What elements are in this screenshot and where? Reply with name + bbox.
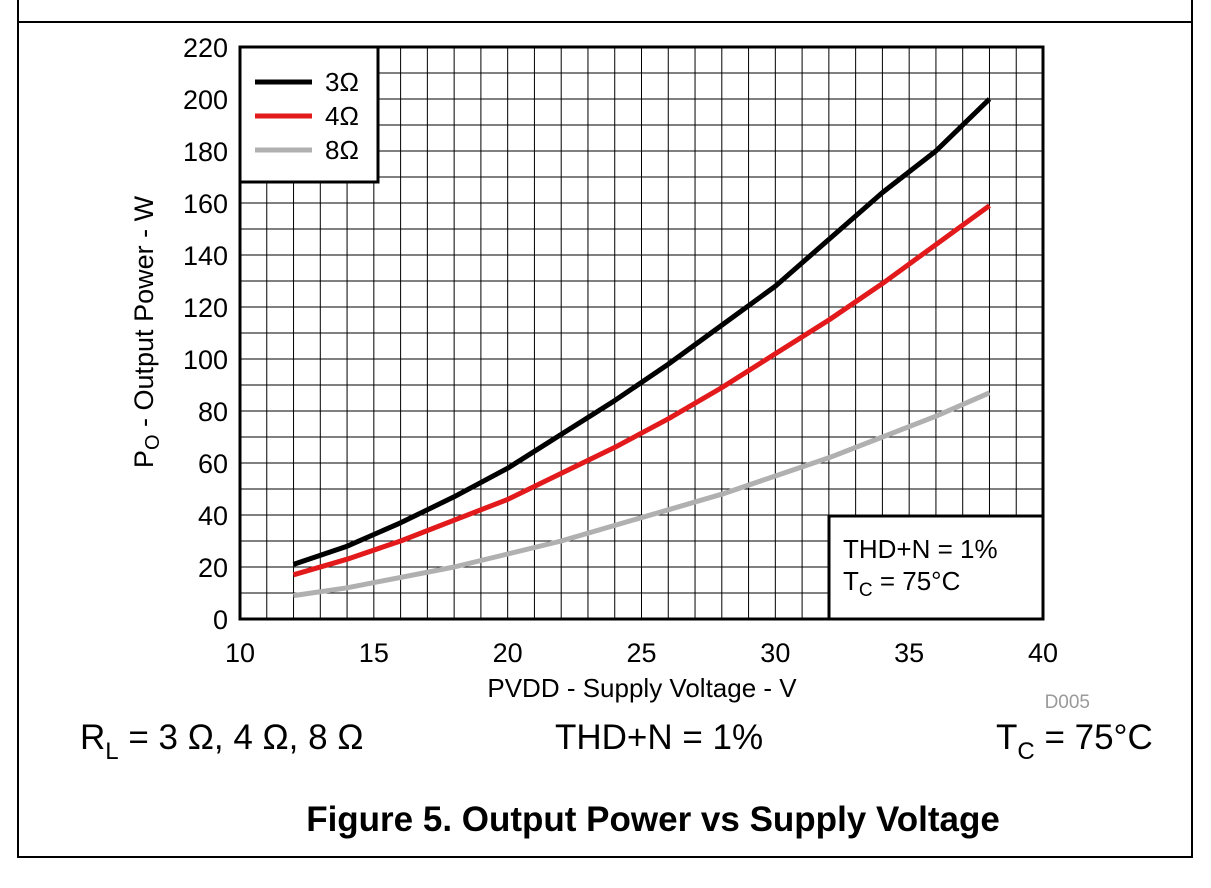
x-tick-label: 25 bbox=[626, 638, 656, 668]
y-tick-label: 60 bbox=[198, 449, 228, 479]
legend-label-1: 3Ω bbox=[325, 67, 359, 97]
annotation-thd: THD+N = 1% bbox=[843, 534, 998, 564]
y-tick-label: 160 bbox=[183, 189, 228, 219]
series-line-1 bbox=[292, 97, 992, 567]
series-layer bbox=[292, 97, 992, 599]
figure-caption: Figure 5. Output Power vs Supply Voltage bbox=[306, 800, 1000, 839]
legend: 3Ω 4Ω 8Ω bbox=[238, 45, 380, 184]
y-tick-label: 40 bbox=[198, 501, 228, 531]
x-tick-labels: 10 15 20 25 30 35 40 bbox=[225, 638, 1058, 668]
x-axis-label: PVDD - Supply Voltage - V bbox=[487, 673, 797, 703]
x-tick-label: 15 bbox=[359, 638, 389, 668]
y-tick-label: 120 bbox=[183, 293, 228, 323]
series-line-2 bbox=[292, 203, 991, 578]
legend-label-3: 8Ω bbox=[325, 135, 359, 165]
condition-thd: THD+N = 1% bbox=[555, 718, 764, 757]
annotation-tc: TC = 75°C bbox=[843, 566, 960, 601]
y-tick-labels: 0 20 40 60 80 100 120 140 160 180 200 220 bbox=[183, 33, 228, 635]
y-tick-label: 0 bbox=[213, 605, 228, 635]
x-tick-label: 10 bbox=[225, 638, 255, 668]
y-tick-label: 200 bbox=[183, 85, 228, 115]
annotation-box bbox=[827, 514, 1045, 621]
x-tick-label: 35 bbox=[894, 638, 924, 668]
condition-load-resistance: RL = 3 Ω, 4 Ω, 8 Ω bbox=[80, 718, 364, 765]
condition-case-temperature: TC = 75°C bbox=[996, 718, 1153, 765]
plot-border bbox=[238, 45, 1045, 621]
y-tick-label: 180 bbox=[183, 137, 228, 167]
y-axis-label: PO - Output Power - W bbox=[129, 195, 164, 468]
y-tick-label: 100 bbox=[183, 345, 228, 375]
conditions-annotation: THD+N = 1% TC = 75°C bbox=[827, 514, 1045, 621]
x-tick-label: 30 bbox=[760, 638, 790, 668]
y-tick-label: 20 bbox=[198, 553, 228, 583]
y-tick-label: 220 bbox=[183, 33, 228, 63]
x-tick-label: 20 bbox=[493, 638, 523, 668]
y-tick-label: 140 bbox=[183, 241, 228, 271]
y-tick-label: 80 bbox=[198, 397, 228, 427]
legend-label-2: 4Ω bbox=[325, 101, 359, 131]
series-line-3 bbox=[293, 390, 991, 599]
figure-id-label: D005 bbox=[1045, 692, 1090, 713]
x-tick-label: 40 bbox=[1028, 638, 1058, 668]
